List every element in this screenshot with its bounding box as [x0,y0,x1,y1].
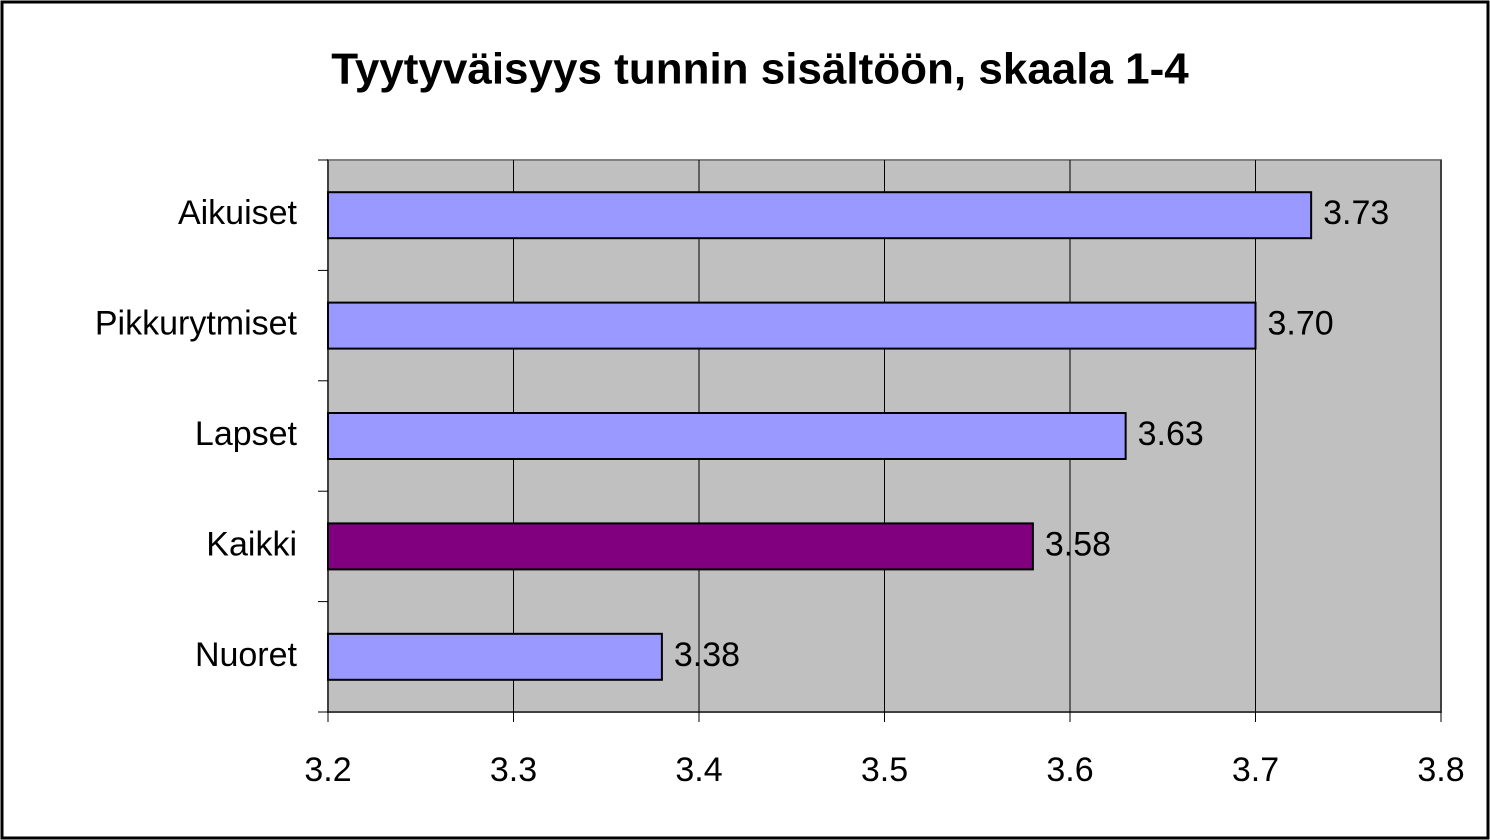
x-tick-label: 3.2 [304,751,351,789]
y-tick-label: Lapset [195,415,298,453]
x-tick-label: 3.3 [490,751,537,789]
y-tick-label: Kaikki [206,525,297,563]
x-tick-label: 3.4 [675,751,722,789]
bar [327,412,1127,460]
bar [327,632,663,681]
y-tick-label: Pikkurytmiset [95,305,298,343]
x-tick-label: 3.7 [1232,751,1279,789]
data-label: 3.73 [1323,194,1389,232]
bar [327,522,1034,571]
data-label: 3.58 [1045,525,1111,563]
data-label: 3.38 [674,636,740,674]
x-tick-label: 3.8 [1417,751,1464,789]
bar [327,191,1313,240]
y-tick-label: Nuoret [195,636,298,674]
x-tick-label: 3.5 [861,751,908,789]
bar [327,301,1257,350]
x-tick-label: 3.6 [1046,751,1093,789]
chart-title: Tyytyväisyys tunnin sisältöön, skaala 1-… [331,45,1189,94]
data-label: 3.63 [1138,415,1204,453]
y-tick-label: Aikuiset [178,194,298,232]
data-label: 3.70 [1268,305,1334,343]
